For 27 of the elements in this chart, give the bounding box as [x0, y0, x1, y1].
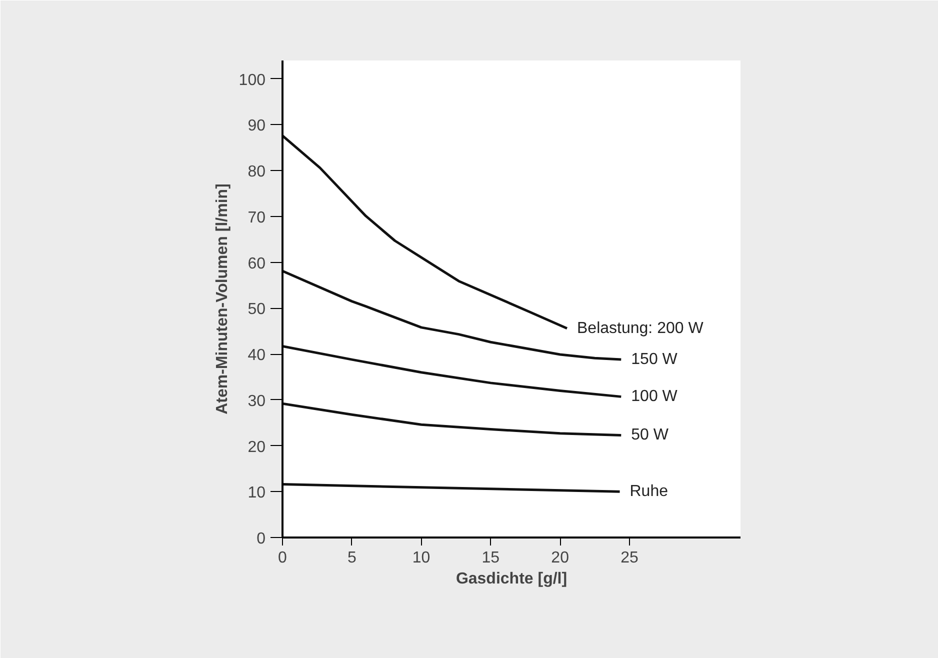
- series-label: 50 W: [631, 426, 670, 444]
- series-label: Belastung: 200 W: [577, 320, 704, 337]
- y-tick-label: 70: [248, 209, 266, 226]
- y-tick-label: 10: [248, 484, 266, 502]
- series-label: 100 W: [631, 388, 678, 406]
- x-tick-label: 20: [551, 550, 570, 566]
- x-tick-label: 0: [278, 550, 288, 566]
- y-tick-label: 50: [248, 301, 266, 318]
- x-tick-label: 5: [347, 550, 356, 566]
- y-tick-label: 30: [248, 392, 266, 410]
- y-tick-label: 90: [248, 118, 266, 135]
- y-tick-label: 60: [248, 255, 266, 272]
- x-tick-label: 10: [412, 550, 430, 566]
- series-label: Ruhe: [630, 483, 668, 500]
- y-tick-label: 100: [238, 72, 266, 89]
- y-tick-label: 0: [256, 530, 266, 548]
- line-series: [282, 134, 568, 330]
- y-tick-label: 20: [248, 438, 266, 456]
- x-axis-title: Gasdichte [g/l]: [456, 570, 568, 588]
- y-tick-label: 80: [248, 164, 266, 181]
- x-tick-label: 15: [482, 550, 500, 566]
- series-label: 150 W: [631, 351, 678, 368]
- y-tick-label: 40: [248, 347, 266, 364]
- line-series: [282, 344, 622, 398]
- x-tick-label: 25: [620, 550, 638, 566]
- line-series: [282, 402, 622, 436]
- y-axis-title: Atem-Minuten-Volumen [l/min]: [214, 184, 231, 414]
